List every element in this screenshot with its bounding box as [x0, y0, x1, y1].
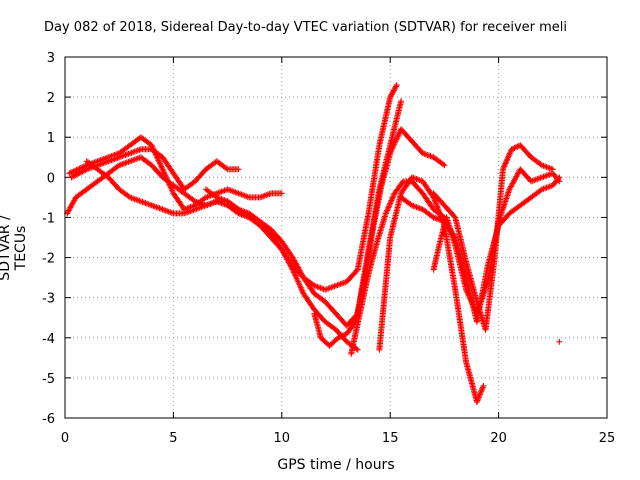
y-tick-label: -5	[42, 372, 55, 387]
chart-title: Day 082 of 2018, Sidereal Day-to-day VTE…	[44, 20, 568, 35]
y-tick-label: -2	[42, 252, 55, 267]
data-point	[391, 86, 398, 93]
data-point	[503, 159, 510, 166]
series-track-c	[68, 146, 242, 193]
data-point	[506, 151, 513, 158]
data-point	[235, 166, 242, 173]
data-point	[503, 157, 510, 164]
series-track-f	[311, 126, 448, 349]
x-tick-label: 0	[61, 431, 69, 446]
series-track-d	[83, 158, 361, 353]
data-point	[340, 332, 347, 339]
data-points	[64, 82, 563, 405]
data-point	[382, 210, 389, 217]
x-axis-label: GPS time / hours	[277, 457, 395, 473]
data-point	[480, 382, 487, 389]
data-point	[392, 84, 399, 91]
data-point	[501, 162, 508, 169]
data-point	[385, 203, 392, 210]
y-tick-label: -1	[42, 211, 55, 226]
data-point	[556, 174, 563, 181]
data-point	[501, 163, 508, 170]
data-point	[338, 333, 345, 340]
data-point	[392, 83, 399, 90]
data-point	[507, 149, 514, 156]
plot-frame	[64, 56, 608, 419]
y-tick-label: -3	[42, 292, 55, 307]
y-tick-label: -4	[42, 332, 55, 347]
data-point	[389, 90, 396, 97]
data-point	[384, 207, 391, 214]
data-point	[506, 150, 513, 157]
data-point	[393, 82, 400, 89]
data-point	[383, 209, 390, 216]
data-point	[440, 161, 447, 168]
data-point	[504, 156, 511, 163]
data-point	[388, 197, 395, 204]
data-point	[67, 169, 74, 176]
data-point	[511, 144, 518, 151]
data-point	[339, 332, 346, 339]
data-point	[336, 334, 343, 341]
data-point	[354, 346, 361, 353]
data-point	[398, 98, 405, 105]
data-point	[384, 206, 391, 213]
data-point	[441, 162, 448, 169]
data-point	[387, 200, 394, 207]
data-point	[353, 267, 360, 274]
y-axis-label: SDTVAR / TECUs	[0, 215, 29, 281]
data-point	[390, 88, 397, 95]
data-point	[549, 166, 556, 173]
data-point	[386, 201, 393, 208]
grid	[65, 57, 607, 418]
data-point	[499, 166, 506, 173]
data-point	[278, 190, 285, 197]
data-point	[66, 170, 73, 177]
series-track-k	[430, 142, 556, 333]
series-outlier	[556, 338, 563, 345]
data-point	[504, 154, 511, 161]
data-point	[389, 194, 396, 201]
data-point	[500, 164, 507, 171]
x-tick-label: 10	[274, 431, 291, 446]
data-point	[389, 196, 396, 203]
y-tick-label: 0	[47, 171, 55, 186]
x-tick-label: 25	[599, 431, 616, 446]
data-point	[387, 94, 394, 101]
data-point	[508, 146, 515, 153]
data-point	[390, 193, 397, 200]
data-point	[390, 87, 397, 94]
data-point	[223, 165, 230, 172]
x-tick-label: 15	[382, 431, 399, 446]
data-point	[387, 92, 394, 99]
y-tick-label: 2	[47, 91, 55, 106]
data-point	[505, 153, 512, 160]
data-point	[70, 168, 77, 175]
data-point	[510, 145, 517, 152]
data-point	[82, 167, 89, 174]
data-point	[502, 160, 509, 167]
data-point	[335, 334, 342, 341]
y-tick-label: -6	[42, 412, 55, 427]
data-point	[69, 168, 76, 175]
data-point	[451, 233, 458, 240]
data-point	[387, 198, 394, 205]
y-tick-label: 3	[47, 51, 55, 66]
data-point	[388, 91, 395, 98]
x-tick-label: 20	[490, 431, 507, 446]
data-point	[556, 338, 563, 345]
data-point	[512, 144, 519, 151]
data-point	[385, 204, 392, 211]
data-point	[399, 179, 406, 186]
x-tick-label: 5	[169, 431, 177, 446]
y-tick-label: 1	[47, 131, 55, 146]
data-point	[555, 175, 562, 182]
